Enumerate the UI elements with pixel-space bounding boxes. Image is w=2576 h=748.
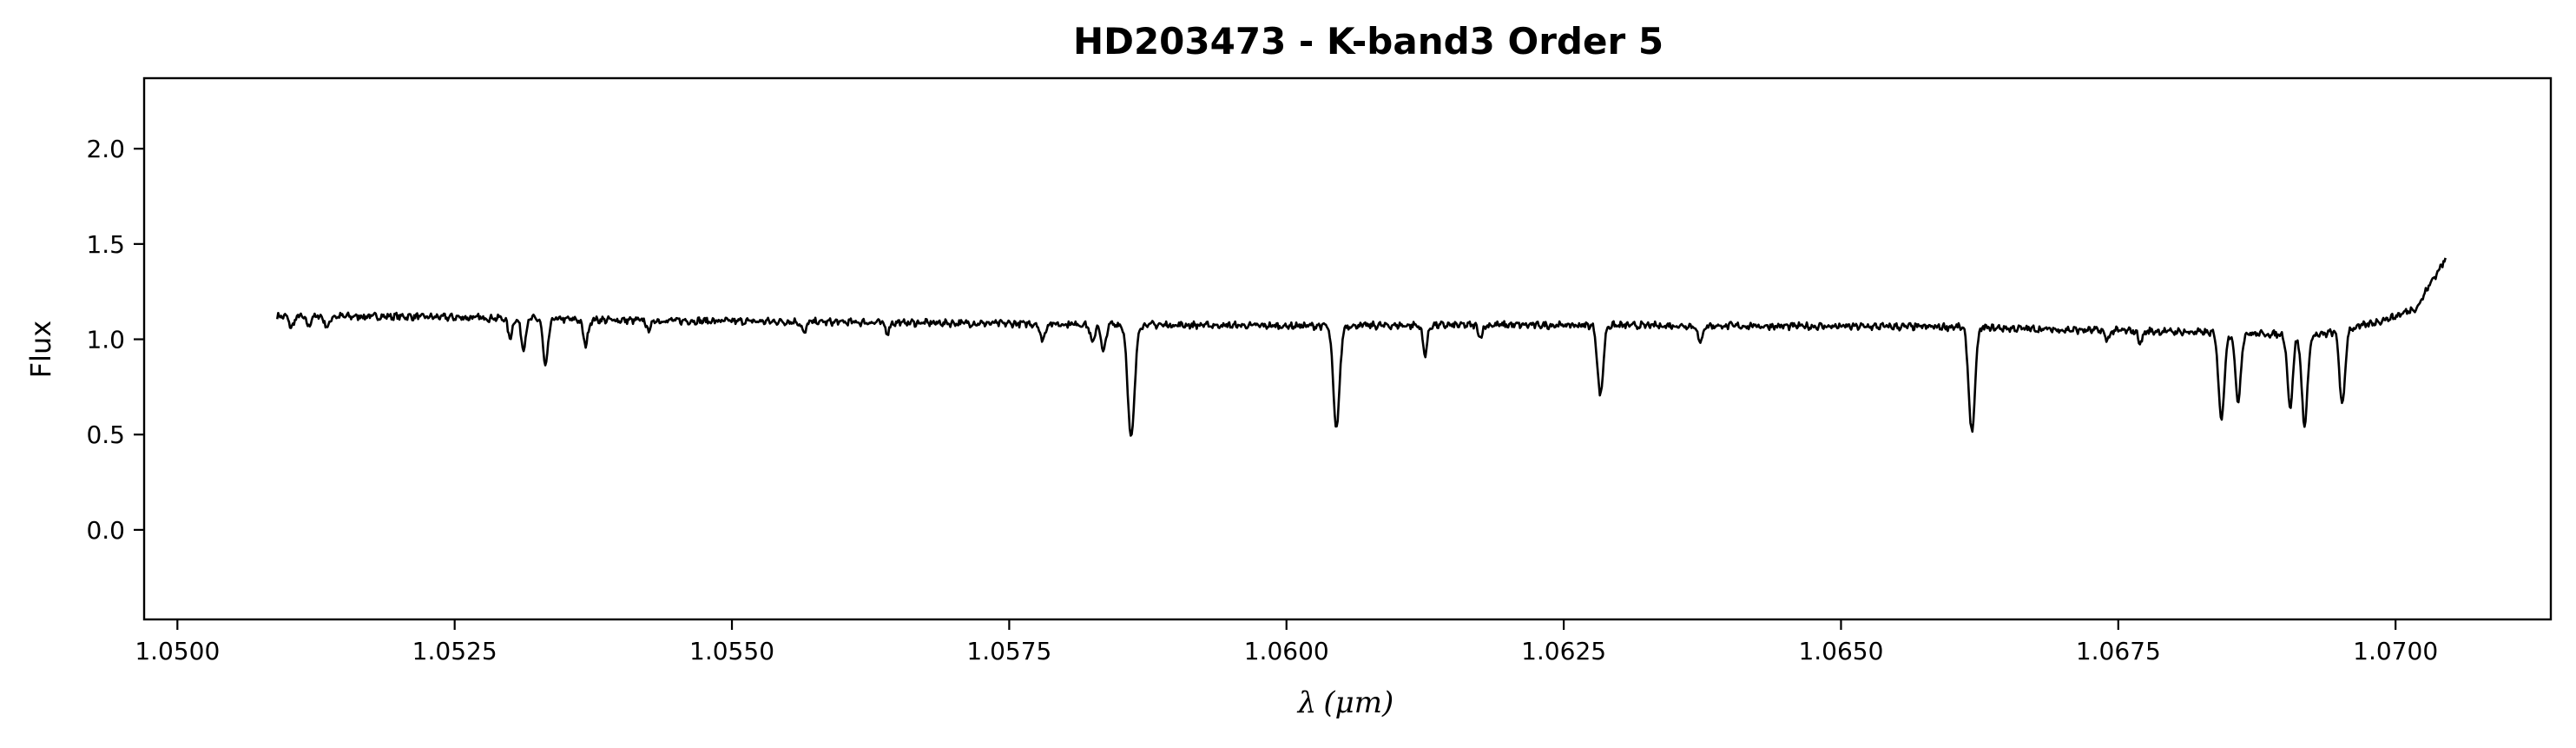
x-tick-label: 1.0675	[2076, 637, 2161, 665]
x-tick-label: 1.0700	[2353, 637, 2438, 665]
y-tick-label: 0.0	[86, 516, 125, 545]
x-tick-label: 1.0600	[1244, 637, 1329, 665]
x-axis-label-symbol: λ	[1296, 685, 1317, 720]
x-axis-label: λ (μm)	[1296, 685, 1393, 720]
y-axis-ticks: 0.0 0.5 1.0 1.5 2.0	[86, 135, 144, 545]
y-tick-label: 2.0	[86, 135, 125, 163]
x-tick-label: 1.0525	[412, 637, 497, 665]
x-tick-label: 1.0650	[1798, 637, 1883, 665]
x-tick-label: 1.0625	[1521, 637, 1606, 665]
plot-frame	[142, 76, 2553, 621]
y-tick-label: 1.0	[86, 326, 125, 354]
x-axis-ticks: 1.0500 1.0525 1.0550 1.0575 1.0600 1.0625 1.06…	[135, 619, 2438, 665]
y-tick-label: 1.5	[86, 230, 125, 259]
x-tick-label: 1.0575	[966, 637, 1051, 665]
chart-title: HD203473 - K-band3 Order 5	[1073, 20, 1664, 63]
x-axis-label-unit: (μm)	[1323, 685, 1393, 720]
x-tick-label: 1.0500	[135, 637, 220, 665]
spectrum-line	[276, 257, 2447, 437]
y-axis-label: Flux	[24, 321, 57, 379]
x-tick-label: 1.0550	[689, 637, 774, 665]
y-tick-label: 0.5	[86, 420, 125, 449]
